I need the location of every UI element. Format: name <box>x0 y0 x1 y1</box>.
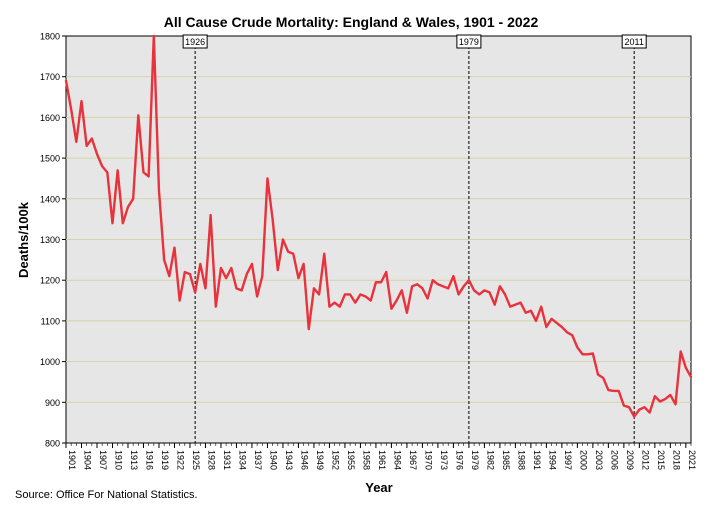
y-tick-label: 1000 <box>40 357 60 367</box>
x-tick-label: 1961 <box>377 450 387 470</box>
x-tick-label: 1982 <box>485 450 495 470</box>
y-tick-label: 1700 <box>40 72 60 82</box>
marker-box-2011 <box>621 34 647 49</box>
x-tick-label: 2000 <box>578 450 588 470</box>
x-tick-label: 2015 <box>656 450 666 470</box>
x-tick-label: 1994 <box>547 450 557 470</box>
x-tick-label: 1988 <box>516 450 526 470</box>
x-tick-label: 1952 <box>330 450 340 470</box>
x-tick-label: 1916 <box>144 450 154 470</box>
gridlines <box>66 76 691 403</box>
chart-title: All Cause Crude Mortality: England & Wal… <box>164 14 539 30</box>
x-axis: 1901 1904 1907 1910 1913 1916 1919 1922 1925 1928… <box>65 443 697 470</box>
x-tick-label: 2003 <box>594 450 604 470</box>
x-tick-label: 1979 <box>470 450 480 470</box>
year-markers: 1926 1979 2011 <box>182 34 647 443</box>
x-tick-label: 1925 <box>191 450 201 470</box>
y-axis-label: Deaths/100k <box>16 201 31 278</box>
x-tick-label: 1991 <box>532 450 542 470</box>
x-tick-label: 1919 <box>160 450 170 470</box>
x-tick-label: 1955 <box>346 450 356 470</box>
x-tick-label: 1907 <box>98 450 108 470</box>
x-tick-label: 1967 <box>408 450 418 470</box>
x-tick-label: 1946 <box>299 450 309 470</box>
x-tick-label: 1976 <box>454 450 464 470</box>
y-tick-label: 1800 <box>40 32 60 42</box>
x-tick-label: 1910 <box>113 450 123 470</box>
y-tick-label: 800 <box>45 439 60 449</box>
marker-box-1979 <box>456 34 482 49</box>
y-tick-label: 1100 <box>41 316 60 326</box>
x-axis-label: Year <box>365 480 392 495</box>
source-note: Source: Office For National Statistics. <box>15 489 198 501</box>
x-tick-label: 1973 <box>439 450 449 470</box>
x-tick-label: 1922 <box>175 450 185 470</box>
marker-label-2011: 2011 <box>625 37 644 47</box>
x-tick-label: 1949 <box>315 450 325 470</box>
y-tick-label: 1600 <box>40 113 60 123</box>
x-tick-label: 1940 <box>268 450 278 470</box>
x-tick-label: 1901 <box>67 450 77 470</box>
x-tick-label: 1931 <box>222 450 232 470</box>
y-tick-label: 1200 <box>40 276 60 286</box>
marker-label-1926: 1926 <box>185 37 205 47</box>
x-tick-label: 1904 <box>82 450 92 470</box>
x-tick-label: 2006 <box>609 450 619 470</box>
y-tick-label: 1400 <box>40 194 60 204</box>
y-axis: 800 900 1000 1100 1200 1300 1400 1500 1600 1700 18… <box>40 32 66 449</box>
x-tick-label: 2021 <box>687 450 697 470</box>
y-tick-label: 1300 <box>40 235 60 245</box>
x-tick-label: 1913 <box>129 450 139 470</box>
series-line <box>64 34 693 418</box>
marker-box-1926 <box>182 34 208 49</box>
x-tick-label: 2018 <box>671 450 681 470</box>
x-tick-label: 1943 <box>284 450 294 470</box>
series-group <box>64 34 693 418</box>
x-tick-label: 1964 <box>392 450 402 470</box>
x-tick-label: 1958 <box>361 450 371 470</box>
x-tick-label: 1985 <box>501 450 511 470</box>
x-tick-label: 2012 <box>640 450 650 470</box>
x-tick-label: 1928 <box>206 450 216 470</box>
x-tick-label: 2009 <box>625 450 635 470</box>
x-tick-label: 1970 <box>423 450 433 470</box>
y-tick-label: 1500 <box>40 154 60 164</box>
y-tick-label: 900 <box>45 398 60 408</box>
x-tick-label: 1934 <box>237 450 247 470</box>
x-tick-label: 1937 <box>253 450 263 470</box>
x-tick-label: 1997 <box>563 450 573 470</box>
marker-label-1979: 1979 <box>459 37 479 47</box>
